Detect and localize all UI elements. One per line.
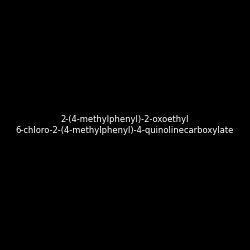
Text: 2-(4-methylphenyl)-2-oxoethyl 6-chloro-2-(4-methylphenyl)-4-quinolinecarboxylate: 2-(4-methylphenyl)-2-oxoethyl 6-chloro-2… bbox=[16, 115, 234, 135]
